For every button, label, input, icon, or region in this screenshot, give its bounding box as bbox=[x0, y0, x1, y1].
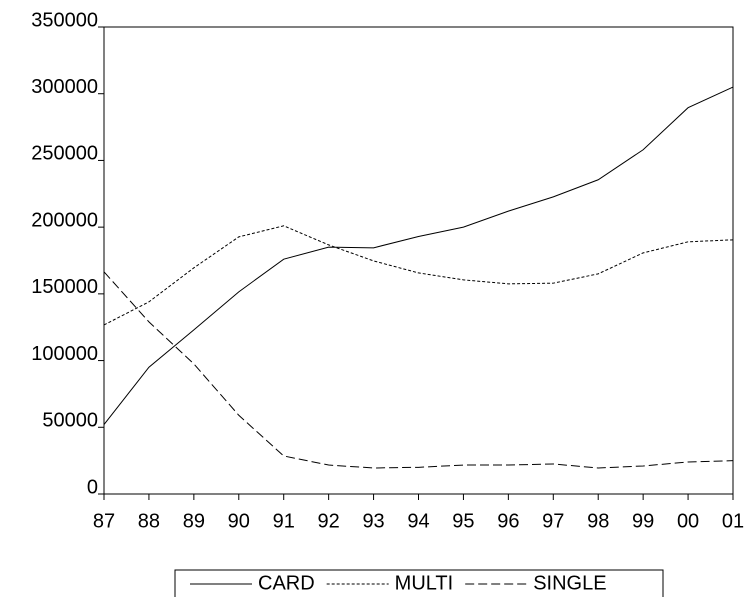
x-tick-label: 01 bbox=[722, 510, 744, 532]
x-tick-label: 95 bbox=[452, 510, 474, 532]
legend-label: MULTI bbox=[395, 572, 454, 594]
y-tick-label: 200000 bbox=[31, 209, 98, 231]
x-tick-label: 87 bbox=[93, 510, 115, 532]
x-tick-label: 98 bbox=[587, 510, 609, 532]
series-line bbox=[103, 271, 734, 469]
x-tick-label: 93 bbox=[362, 510, 384, 532]
x-tick-label: 99 bbox=[632, 510, 654, 532]
x-tick-label: 94 bbox=[407, 510, 429, 532]
y-tick-label: 0 bbox=[87, 476, 98, 498]
x-tick-label: 88 bbox=[138, 510, 160, 532]
x-tick-label: 96 bbox=[497, 510, 519, 532]
y-tick-label: 350000 bbox=[31, 9, 98, 31]
legend-label: CARD bbox=[258, 572, 315, 594]
x-tick-label: 91 bbox=[273, 510, 295, 532]
y-tick-label: 100000 bbox=[31, 343, 98, 365]
plot-frame bbox=[103, 26, 734, 495]
y-tick-label: 50000 bbox=[42, 410, 98, 432]
x-tick-label: 90 bbox=[228, 510, 250, 532]
legend-box bbox=[174, 569, 664, 597]
y-tick-label: 150000 bbox=[31, 276, 98, 298]
series-line bbox=[103, 86, 734, 425]
x-tick-label: 00 bbox=[677, 510, 699, 532]
legend-label: SINGLE bbox=[533, 572, 606, 594]
y-tick-label: 250000 bbox=[31, 143, 98, 165]
x-tick-label: 97 bbox=[542, 510, 564, 532]
x-tick-label: 92 bbox=[318, 510, 340, 532]
series-line bbox=[103, 225, 734, 326]
x-tick-label: 89 bbox=[183, 510, 205, 532]
y-tick-label: 300000 bbox=[31, 76, 98, 98]
